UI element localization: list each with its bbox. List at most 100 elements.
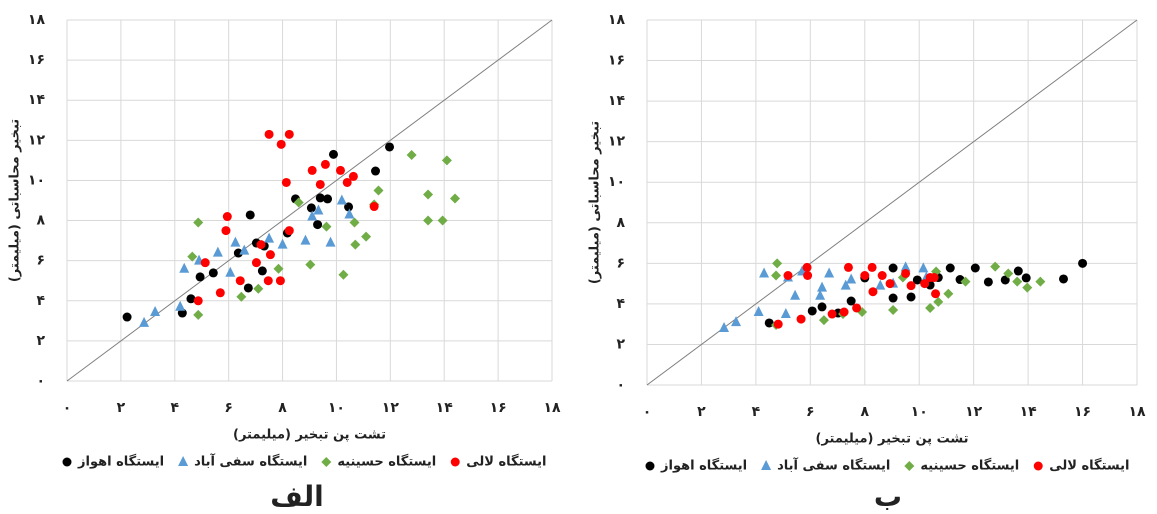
marker-circle — [243, 283, 253, 293]
y-tick-label: ۱۴ — [608, 93, 626, 109]
marker-circle — [920, 279, 930, 289]
marker-circle — [783, 271, 793, 280]
x-tick-label: ۱۸ — [1128, 404, 1146, 420]
marker-diamond — [818, 315, 829, 326]
x-tick-label: ۱۸ — [543, 400, 561, 416]
marker-circle — [265, 250, 275, 260]
marker-triangle — [150, 306, 161, 317]
one-to-one-line — [646, 19, 1138, 386]
marker-circle — [284, 129, 294, 139]
marker-circle — [235, 276, 245, 286]
y-axis-title: تبخیر محاسباتی (میلیمتر) — [588, 121, 603, 284]
marker-triangle — [212, 246, 223, 257]
legend-label: ایستگاه اهواز — [77, 454, 164, 470]
x-axis-title: تشت پن تبخیر (میلیمتر) — [816, 432, 969, 447]
x-axis-title: تشت پن تبخیر (میلیمتر) — [233, 428, 386, 443]
marker-circle — [320, 159, 330, 169]
marker-circle — [281, 177, 291, 187]
marker-circle — [342, 177, 352, 187]
marker-circle — [901, 268, 911, 278]
marker-circle — [807, 306, 817, 316]
x-tick-label: ۸ — [861, 404, 870, 420]
marker-circle — [983, 277, 993, 287]
y-axis-title: تبخیر محاسباتی (میلیمتر) — [8, 119, 23, 282]
marker-diamond — [321, 457, 332, 467]
marker-circle — [276, 139, 286, 149]
marker-triangle — [225, 266, 236, 277]
legend-label: ایستگاه حسینیه — [920, 458, 1019, 474]
marker-triangle — [815, 289, 826, 300]
marker-circle — [839, 307, 849, 317]
x-tick-label: ۱۰ — [328, 400, 345, 416]
x-tick-label: ۴ — [171, 400, 180, 416]
y-tick-label: ۲ — [616, 336, 625, 352]
marker-diamond — [423, 215, 434, 226]
marker-circle — [251, 258, 261, 268]
marker-circle — [970, 263, 980, 273]
marker-circle — [867, 262, 877, 272]
marker-triangle — [817, 281, 828, 292]
marker-circle — [1021, 273, 1031, 283]
x-tick-label: ۰ — [63, 400, 72, 416]
marker-circle — [284, 226, 294, 236]
one-to-one-line — [66, 19, 553, 382]
marker-triangle — [900, 261, 911, 272]
marker-circle — [186, 294, 196, 304]
marker-diamond — [305, 259, 316, 270]
marker-circle — [222, 212, 232, 222]
marker-diamond — [193, 309, 204, 320]
marker-circle — [945, 263, 955, 273]
y-tick-label: ۱۲ — [608, 134, 626, 150]
marker-triangle — [139, 316, 150, 327]
y-tick-label: ۲ — [36, 333, 45, 349]
marker-diamond — [1003, 268, 1014, 279]
marker-circle — [852, 303, 862, 313]
marker-diamond — [273, 263, 284, 274]
marker-diamond — [350, 239, 361, 250]
marker-triangle — [875, 279, 886, 290]
marker-circle — [885, 279, 895, 289]
marker-circle — [827, 309, 837, 319]
x-tick-label: ۱۴ — [436, 400, 454, 416]
marker-circle — [307, 165, 317, 175]
marker-triangle — [264, 232, 275, 243]
y-tick-label: ۶ — [616, 255, 625, 271]
marker-triangle — [846, 273, 857, 284]
marker-circle — [221, 226, 231, 236]
marker-circle — [877, 271, 887, 280]
marker-triangle — [307, 210, 318, 221]
panel-label: ب — [874, 480, 902, 513]
marker-circle — [906, 281, 916, 291]
x-tick-label: ۱۶ — [490, 400, 507, 416]
marker-diamond — [193, 217, 204, 228]
marker-circle — [868, 287, 878, 297]
x-tick-label: ۱۶ — [1074, 404, 1091, 420]
y-tick-label: ۱۴ — [28, 92, 46, 108]
marker-circle — [328, 149, 338, 159]
marker-circle — [315, 193, 325, 203]
legend-label: ایستگاه لالی — [466, 454, 546, 470]
y-tick-label: ۱۶ — [28, 52, 45, 68]
marker-diamond — [406, 149, 417, 160]
marker-circle — [1078, 258, 1088, 268]
marker-triangle — [753, 306, 764, 316]
marker-circle — [344, 202, 354, 212]
marker-circle — [215, 288, 225, 298]
y-tick-label: ۰ — [36, 373, 45, 389]
marker-circle — [1033, 461, 1043, 471]
legend-label: ایستگاه سفی آباد — [194, 453, 307, 470]
marker-diamond — [1012, 276, 1023, 287]
x-tick-label: ۱۲ — [965, 404, 983, 420]
y-tick-label: ۰ — [616, 377, 625, 393]
marker-diamond — [772, 258, 783, 269]
marker-circle — [796, 314, 806, 324]
marker-circle — [313, 220, 323, 230]
x-tick-label: ۶ — [224, 400, 233, 416]
marker-diamond — [236, 291, 247, 302]
marker-triangle — [719, 322, 730, 333]
marker-triangle — [824, 267, 835, 278]
x-tick-label: ۱۴ — [1020, 404, 1038, 420]
marker-triangle — [230, 236, 241, 247]
marker-diamond — [771, 270, 782, 281]
marker-triangle — [277, 238, 288, 249]
